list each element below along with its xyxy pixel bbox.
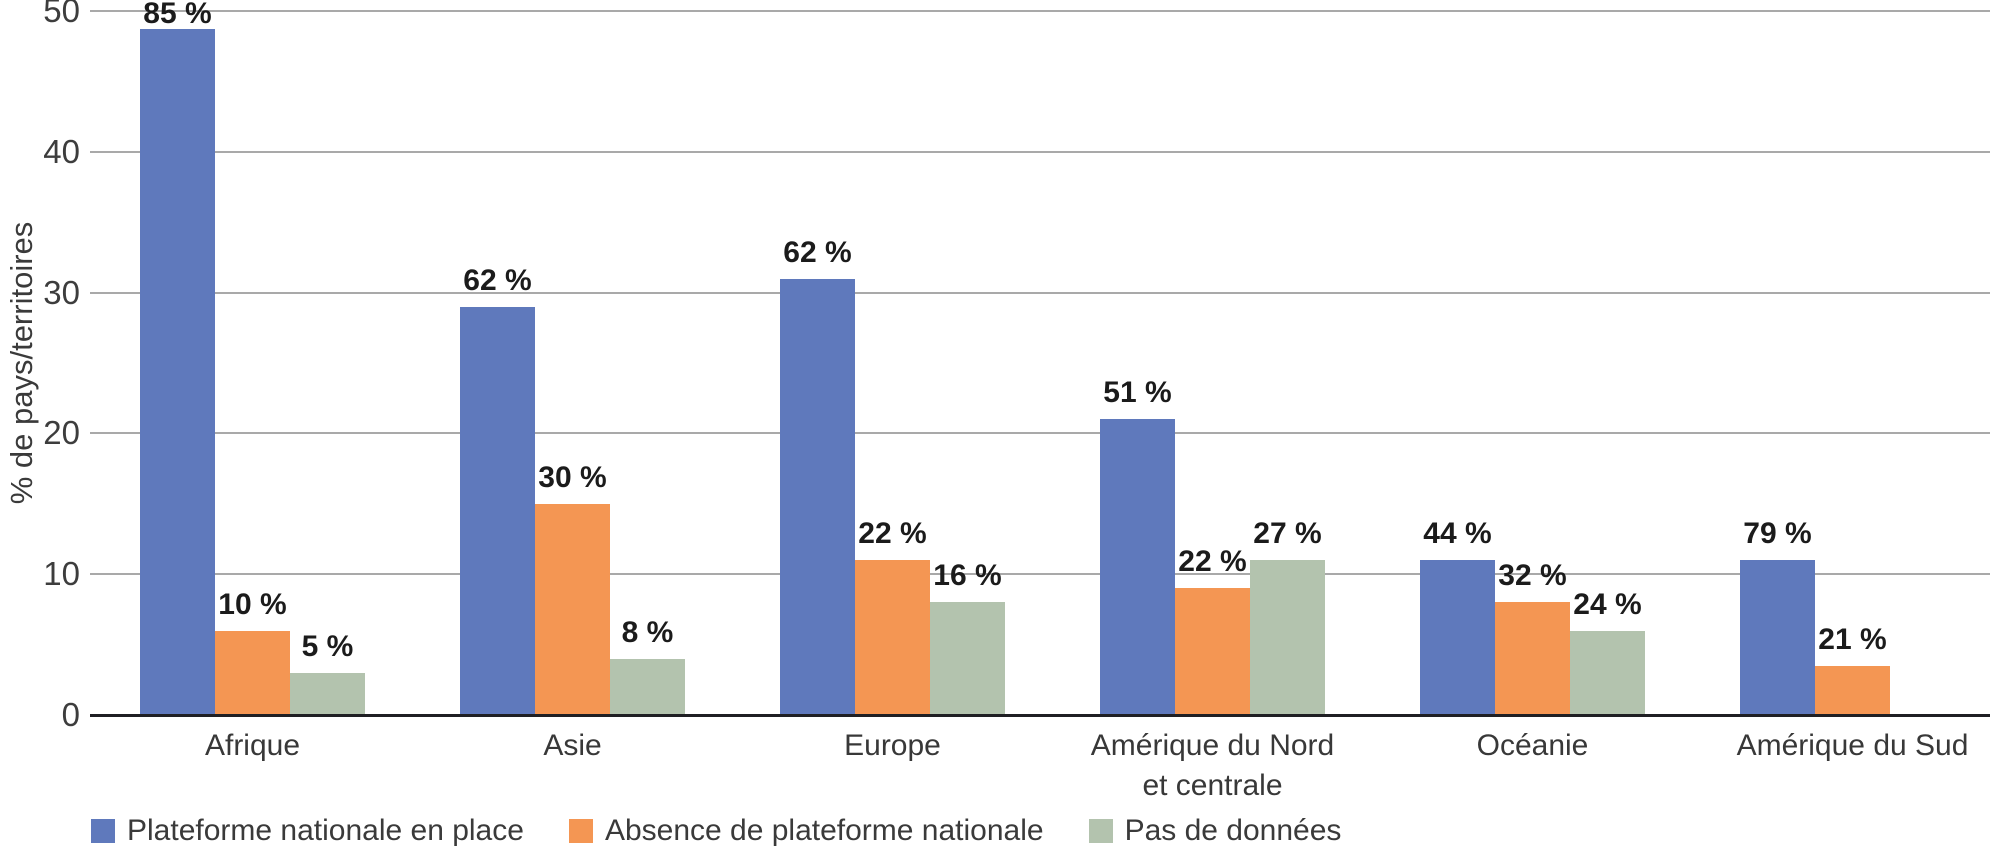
y-tick-label: 10 xyxy=(43,555,80,593)
bar xyxy=(140,29,215,715)
gridline xyxy=(90,10,1990,12)
legend-swatch xyxy=(91,819,115,843)
bar-value-label: 8 % xyxy=(621,615,674,649)
x-category-label: Europe xyxy=(844,729,941,762)
gridline xyxy=(90,150,1990,153)
bar xyxy=(1175,588,1250,715)
bar-value-label: 30 % xyxy=(538,460,607,494)
legend-item: Pas de données xyxy=(1088,814,1342,848)
legend: Plateforme nationale en place Absence de … xyxy=(91,814,1341,848)
bar-value-label: 85 % xyxy=(143,0,212,30)
legend-swatch xyxy=(1088,819,1113,843)
y-tick-label: 50 xyxy=(43,0,80,29)
bar xyxy=(1815,665,1890,715)
bar-value-label: 62 % xyxy=(463,263,532,297)
x-category-label: Amérique du Nord et centrale xyxy=(1090,729,1335,802)
x-axis-line xyxy=(90,714,1990,717)
bar xyxy=(930,602,1005,715)
bar-value-label: 62 % xyxy=(783,235,852,269)
bar-value-label: 27 % xyxy=(1253,517,1322,551)
bar xyxy=(780,278,855,715)
y-axis-title: % de pays/territoires xyxy=(4,221,39,505)
bar-value-label: 24 % xyxy=(1573,587,1642,621)
bar xyxy=(1495,602,1570,715)
bar xyxy=(535,503,610,715)
bar-value-label: 79 % xyxy=(1743,517,1812,551)
bar-value-label: 44 % xyxy=(1423,517,1492,551)
legend-item: Plateforme nationale en place xyxy=(91,814,524,848)
bar xyxy=(1740,560,1815,715)
bar-value-label: 32 % xyxy=(1498,559,1567,593)
bar-value-label: 10 % xyxy=(218,587,287,621)
x-category-label: Océanie xyxy=(1476,729,1589,762)
gridline xyxy=(90,291,1990,294)
bar xyxy=(1420,560,1495,715)
legend-label: Absence de plateforme nationale xyxy=(604,814,1044,847)
bar-value-label: 16 % xyxy=(933,559,1002,593)
bar xyxy=(855,560,930,715)
bar-value-label: 51 % xyxy=(1103,376,1172,410)
bar xyxy=(290,672,365,715)
bar xyxy=(1250,560,1325,715)
legend-label: Pas de données xyxy=(1124,814,1342,847)
bar xyxy=(215,630,290,715)
legend-label: Plateforme nationale en place xyxy=(127,814,524,847)
legend-item: Absence de plateforme nationale xyxy=(568,814,1044,848)
bar xyxy=(1570,630,1645,715)
gridline xyxy=(90,432,1990,435)
x-category-label: Asie xyxy=(543,729,602,762)
bar xyxy=(460,306,535,715)
bar-value-label: 21 % xyxy=(1818,622,1887,656)
bar xyxy=(1100,419,1175,715)
bar-value-label: 22 % xyxy=(1178,545,1247,579)
legend-swatch xyxy=(568,819,593,843)
gridline xyxy=(90,573,1990,576)
y-tick-label: 30 xyxy=(43,273,80,311)
bar-value-label: 5 % xyxy=(301,629,354,663)
bar xyxy=(610,658,685,715)
bar-value-label: 22 % xyxy=(858,517,927,551)
y-tick-label: 40 xyxy=(43,132,80,170)
x-category-label: Afrique xyxy=(204,729,301,762)
y-tick-label: 20 xyxy=(43,414,80,452)
x-category-label: Amérique du Sud xyxy=(1736,729,1969,762)
y-tick-label: 0 xyxy=(61,696,80,733)
